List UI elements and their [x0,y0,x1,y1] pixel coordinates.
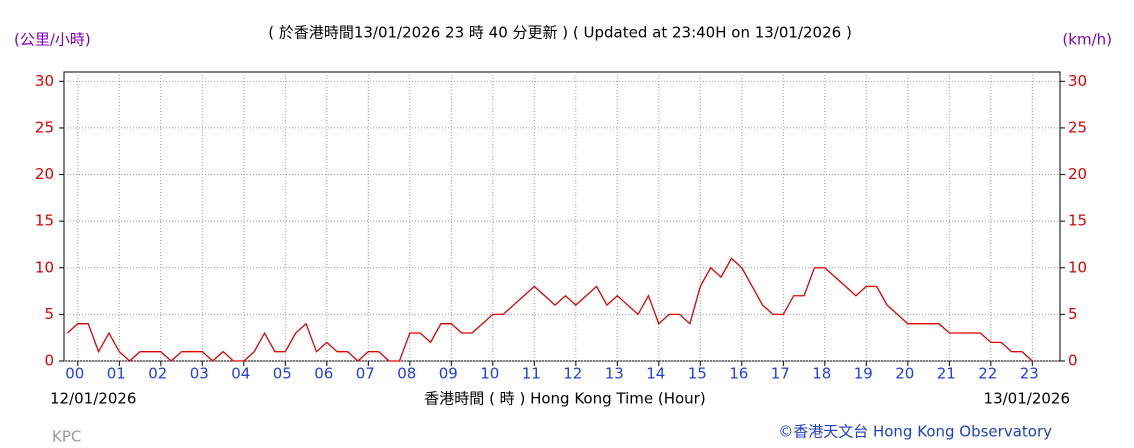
y-tick-label: 15 [35,212,54,230]
end-date: 13/01/2026 [984,390,1070,408]
x-tick-label: 20 [895,365,914,383]
y2-tick-label: 25 [1068,118,1087,136]
x-tick-label: 18 [812,365,831,383]
x-tick-label: 09 [439,365,458,383]
x-tick-label: 00 [65,365,84,383]
y-tick-label: 30 [35,72,54,90]
y2-tick-label: 0 [1068,352,1078,370]
x-tick-label: 10 [480,365,499,383]
x-tick-label: 19 [854,365,873,383]
wind-speed-line [67,257,1033,362]
x-tick-label: 22 [978,365,997,383]
plot-frame [63,71,1061,362]
start-date: 12/01/2026 [50,390,136,408]
chart-title: ( 於香港時間13/01/2026 23 時 40 分更新 ) ( Update… [268,24,852,42]
x-tick-label: 13 [605,365,624,383]
x-tick-label: 02 [148,365,167,383]
x-tick-label: 14 [646,365,665,383]
station-code: KPC [52,428,81,446]
x-tick-label: 17 [771,365,790,383]
x-tick-label: 15 [688,365,707,383]
x-tick-label: 12 [563,365,582,383]
y2-tick-label: 10 [1068,258,1087,276]
y-tick-label: 10 [35,258,54,276]
y2-axis-unit: (km/h) [1062,31,1112,49]
x-tick-label: 16 [729,365,748,383]
x-tick-label: 07 [356,365,375,383]
x-tick-label: 21 [937,365,956,383]
x-axis-title: 香港時間 ( 時 ) Hong Kong Time (Hour) [424,390,705,408]
y2-tick-label: 20 [1068,165,1087,183]
x-tick-label: 05 [273,365,292,383]
y-tick-label: 20 [35,165,54,183]
x-tick-label: 03 [190,365,209,383]
x-tick-label: 08 [397,365,416,383]
y-tick-label: 0 [44,352,54,370]
y2-tick-label: 30 [1068,72,1087,90]
x-tick-label: 23 [1020,365,1039,383]
x-tick-label: 01 [107,365,126,383]
x-tick-label: 04 [231,365,250,383]
y2-tick-label: 5 [1068,305,1078,323]
y2-tick-label: 15 [1068,212,1087,230]
y-axis-unit: (公里/小時) [14,31,91,49]
x-tick-label: 11 [522,365,541,383]
y-tick-label: 5 [44,305,54,323]
y-tick-label: 25 [35,118,54,136]
x-tick-label: 06 [314,365,333,383]
credit: ©香港天文台 Hong Kong Observatory [778,423,1052,441]
